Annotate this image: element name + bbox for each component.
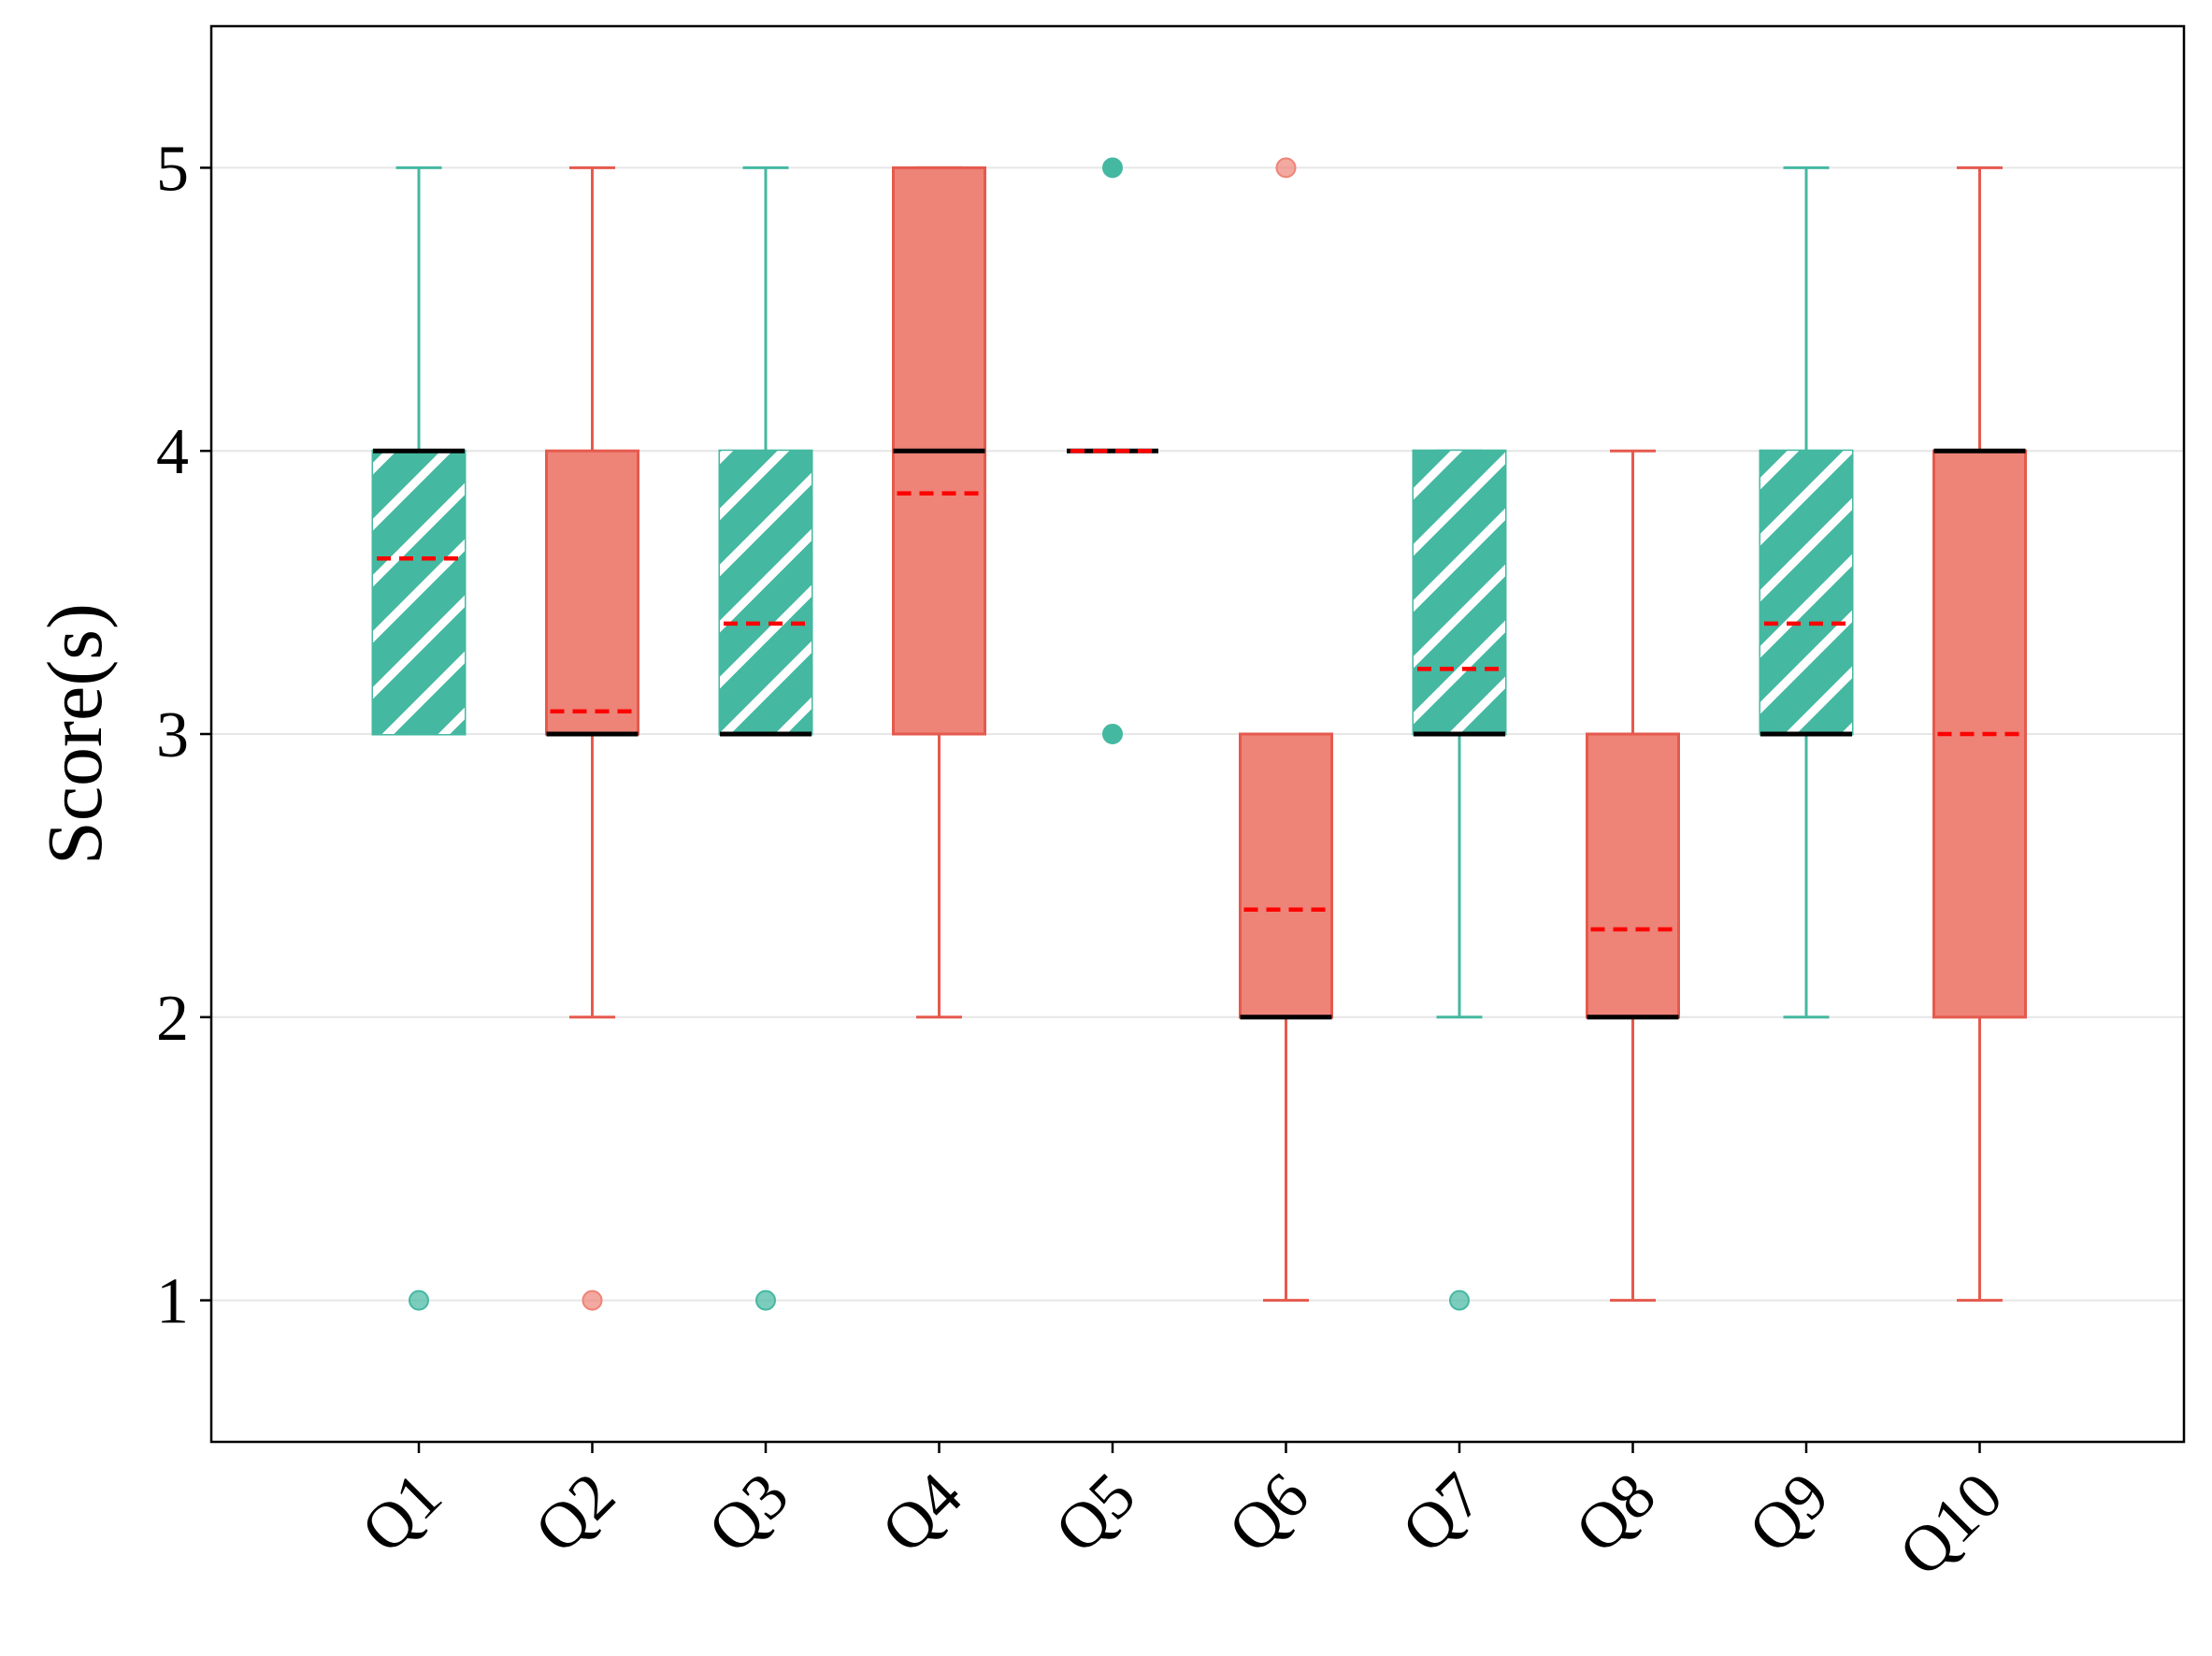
box-q7: [1412, 449, 1507, 1311]
box-q4: [892, 166, 986, 1019]
box-q9: [1759, 166, 1854, 1019]
box-hatch: [720, 451, 812, 734]
y-tick-label: 4: [156, 416, 189, 488]
box-q8: [1586, 449, 1680, 1303]
x-tick-label: Q7: [1388, 1460, 1496, 1567]
y-tick-label: 1: [156, 1266, 189, 1338]
x-tick-label: Q9: [1735, 1460, 1843, 1567]
x-tick-label: Q5: [1041, 1460, 1149, 1567]
box-q1: [371, 166, 467, 1311]
box-body: [545, 449, 639, 736]
y-tick-label: 3: [156, 699, 189, 771]
box-hatch: [1760, 451, 1852, 734]
y-tick-label: 2: [156, 983, 189, 1055]
x-tick-label: Q4: [869, 1460, 976, 1567]
box-q3: [718, 166, 813, 1311]
box-hatch: [1414, 451, 1505, 734]
outlier-point: [1102, 724, 1123, 744]
outlier-point: [1102, 157, 1123, 179]
axes: 1 2 3 4 5 Q1 Q2 Q3 Q4 Q5 Q6 Q7 Q8 Q9 Q10: [156, 133, 2017, 1590]
x-tick-label: Q6: [1215, 1460, 1323, 1567]
x-tick-label: Q8: [1562, 1460, 1670, 1567]
y-axis-label: Score(s): [32, 603, 119, 865]
y-tick-label: 5: [156, 133, 189, 205]
outlier-point: [755, 1289, 776, 1311]
box-layer: [371, 157, 2027, 1311]
x-tick-label: Q1: [348, 1460, 455, 1567]
box-body: [1239, 732, 1333, 1019]
box-q2: [545, 166, 639, 1311]
x-tick-label: Q3: [695, 1460, 802, 1567]
box-q5: [1067, 157, 1158, 744]
box-q6: [1239, 157, 1333, 1303]
x-tick-label: Q10: [1886, 1460, 2017, 1591]
outlier-point: [1275, 157, 1297, 179]
box-q10: [1932, 166, 2027, 1303]
outlier-point: [409, 1289, 429, 1311]
box-hatch: [373, 451, 465, 734]
grid-lines: [211, 166, 2184, 1302]
x-tick-label: Q2: [522, 1460, 629, 1567]
outlier-point: [1449, 1289, 1470, 1311]
box-body: [1586, 732, 1680, 1019]
outlier-point: [582, 1289, 603, 1311]
